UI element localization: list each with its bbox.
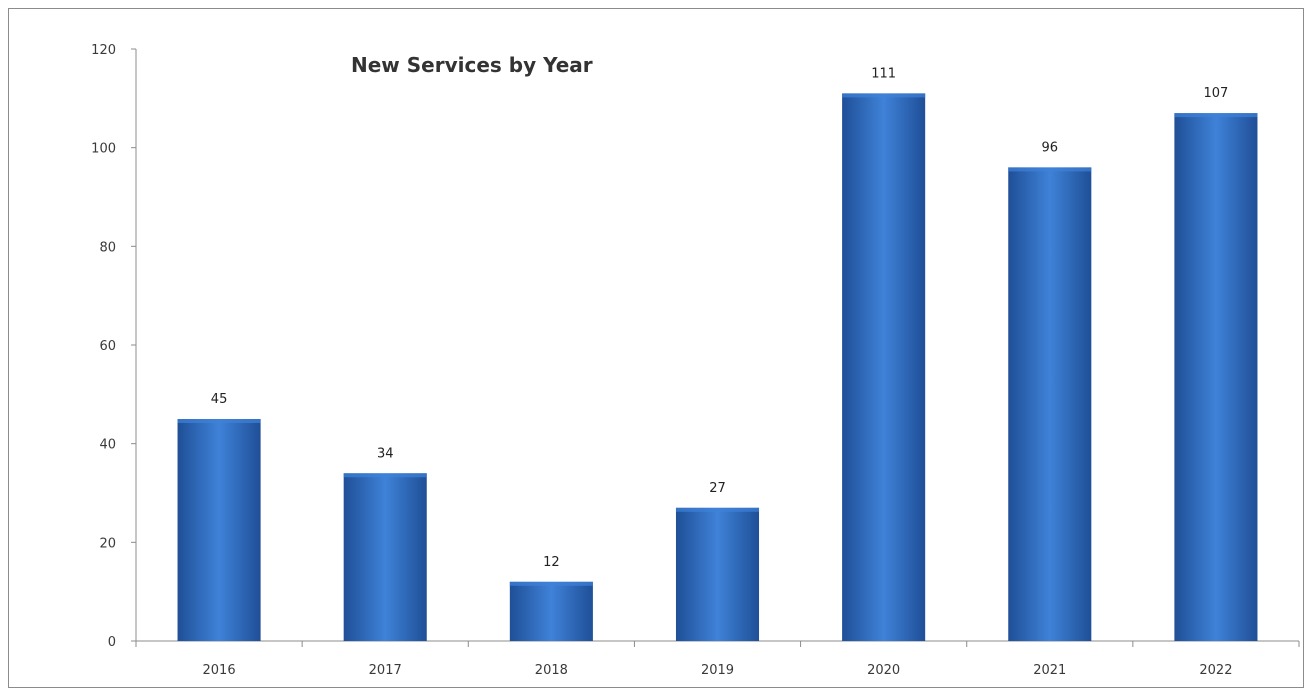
data-label-2022: 107: [1204, 86, 1229, 101]
x-tick-label: 2020: [867, 663, 900, 678]
data-label-2020: 111: [871, 66, 896, 81]
bar-top-highlight: [842, 93, 926, 98]
bars: [177, 93, 1258, 642]
bar-2020: [842, 93, 926, 641]
bar-2016: [177, 419, 261, 641]
y-tick-label: 40: [99, 438, 116, 453]
bar-2017: [343, 473, 427, 641]
y-tick-label: 60: [99, 339, 116, 354]
x-tick-label: 2016: [203, 663, 236, 678]
x-tick-label: 2017: [369, 663, 402, 678]
y-axis: 0 20 40 60 80 100 120: [91, 43, 137, 650]
bar-2019: [675, 507, 760, 641]
y-tick-label: 20: [99, 536, 116, 551]
data-labels: 45 34 12 27 111 96 107: [211, 66, 1229, 569]
bar-top-highlight: [1008, 167, 1092, 172]
bar-2022: [1174, 113, 1258, 642]
data-label-2017: 34: [377, 446, 394, 461]
chart-title: New Services by Year: [351, 53, 593, 77]
bar-2018: [509, 581, 593, 641]
bar-chart: 0 20 40 60 80 100 120 2016 2017 2018 2019 2020 2021…: [91, 43, 1300, 678]
x-axis: 2016 2017 2018 2019 2020 2021 2022: [135, 640, 1300, 678]
bar-top-highlight: [675, 507, 760, 512]
bar-top-highlight: [1174, 113, 1258, 118]
bar-top-highlight: [343, 473, 427, 478]
y-tick-label: 80: [99, 240, 116, 255]
data-label-2019: 27: [709, 481, 726, 496]
y-tick-label: 120: [91, 43, 116, 58]
data-label-2016: 45: [211, 392, 228, 407]
x-tick-label: 2018: [535, 663, 568, 678]
bar-top-highlight: [509, 581, 593, 586]
y-tick-label: 100: [91, 142, 116, 157]
x-tick-label: 2019: [701, 663, 734, 678]
bar-top-highlight: [177, 419, 261, 423]
y-tick-label: 0: [108, 635, 116, 650]
x-tick-label: 2021: [1033, 663, 1066, 678]
x-tick-label: 2022: [1199, 663, 1232, 678]
bar-2021: [1008, 167, 1092, 641]
data-label-2021: 96: [1042, 140, 1059, 155]
chart-frame: 0 20 40 60 80 100 120 2016 2017 2018 2019 2020 2021…: [8, 8, 1304, 688]
data-label-2018: 12: [543, 555, 560, 570]
